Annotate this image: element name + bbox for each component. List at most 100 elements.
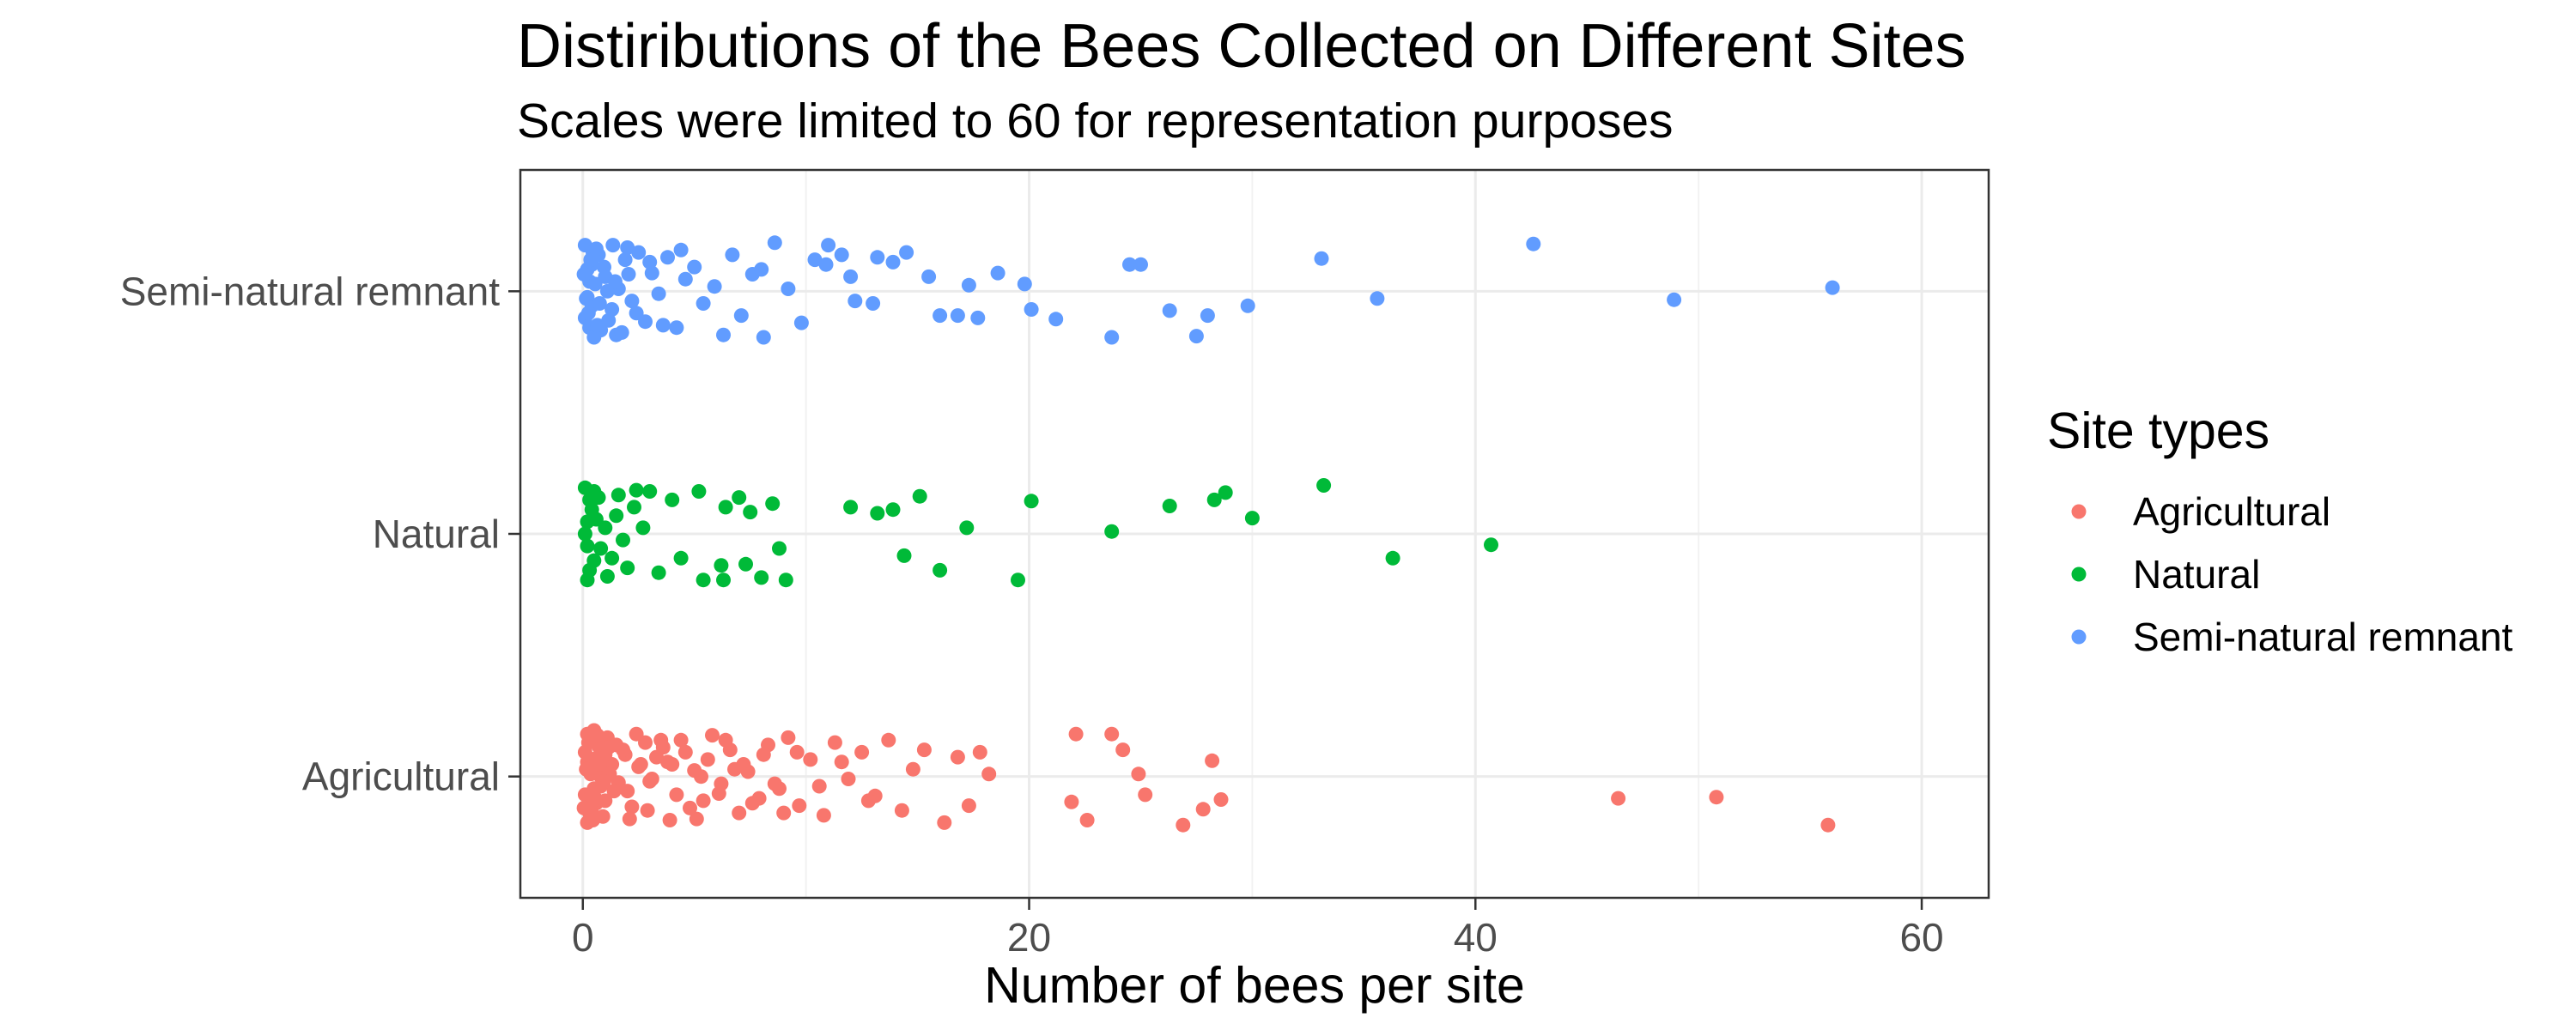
data-point xyxy=(744,796,760,811)
data-point xyxy=(885,254,901,270)
data-point xyxy=(580,514,595,530)
y-tick-label: Natural xyxy=(373,512,500,556)
data-point xyxy=(616,532,630,548)
data-point xyxy=(605,238,621,253)
data-point xyxy=(921,269,937,284)
data-point xyxy=(620,560,635,576)
y-tick-label: Semi-natural remnant xyxy=(120,269,501,313)
data-point xyxy=(673,732,689,748)
x-tick-label: 40 xyxy=(1454,915,1498,960)
data-point xyxy=(1316,478,1332,493)
data-point xyxy=(1218,485,1233,500)
data-point xyxy=(899,245,914,260)
data-point xyxy=(981,766,997,782)
data-point xyxy=(624,294,640,309)
data-point xyxy=(662,813,677,827)
data-point xyxy=(767,235,782,251)
data-point xyxy=(818,257,834,272)
data-point xyxy=(576,267,592,282)
data-point xyxy=(683,800,697,815)
data-point xyxy=(1240,298,1255,313)
data-point xyxy=(843,269,859,284)
data-point xyxy=(716,327,731,342)
legend-title: Site types xyxy=(2047,403,2269,459)
data-point xyxy=(694,769,708,785)
data-point xyxy=(1385,550,1400,566)
data-point xyxy=(1526,236,1541,251)
data-point xyxy=(620,784,635,799)
data-point xyxy=(870,250,885,265)
data-point xyxy=(592,757,607,772)
data-point xyxy=(635,520,651,536)
data-point xyxy=(772,541,787,556)
data-point xyxy=(1195,802,1211,817)
data-point xyxy=(725,247,740,263)
data-point xyxy=(689,811,704,827)
y-tick-label: Agricultural xyxy=(302,754,500,799)
data-point xyxy=(778,573,793,588)
legend-label: Semi-natural remnant xyxy=(2133,615,2513,659)
data-point xyxy=(624,799,640,815)
data-point xyxy=(789,744,805,760)
data-point xyxy=(640,803,655,818)
data-point xyxy=(677,744,693,760)
data-point xyxy=(582,492,598,507)
data-point xyxy=(614,324,629,340)
data-point xyxy=(827,735,842,750)
data-point xyxy=(642,254,658,270)
data-point xyxy=(631,245,647,260)
data-point xyxy=(834,247,849,263)
x-tick-label: 60 xyxy=(1899,915,1943,960)
data-point xyxy=(937,815,952,830)
data-point xyxy=(803,752,818,767)
data-point xyxy=(576,800,592,815)
data-point xyxy=(743,505,758,520)
legend-label: Natural xyxy=(2133,552,2260,597)
data-point xyxy=(950,749,965,765)
data-point xyxy=(756,330,771,345)
chart-title: Distiributions of the Bees Collected on … xyxy=(517,12,1966,81)
data-point xyxy=(696,793,711,809)
x-axis-title: Number of bees per site xyxy=(984,957,1525,1014)
data-point xyxy=(881,732,896,748)
data-point xyxy=(627,500,641,515)
x-tick-label: 0 xyxy=(572,915,594,960)
legend-key xyxy=(2071,566,2087,582)
data-point xyxy=(1205,753,1220,768)
data-point xyxy=(593,541,609,556)
data-point xyxy=(1206,492,1222,507)
x-axis: 0 20 40 60 xyxy=(572,898,1944,960)
data-point xyxy=(732,490,747,506)
data-point xyxy=(621,267,636,282)
data-point xyxy=(605,550,620,566)
data-point xyxy=(716,573,731,588)
data-point xyxy=(1104,330,1120,345)
data-point xyxy=(860,793,876,809)
data-point xyxy=(1667,292,1682,307)
data-point xyxy=(669,787,684,803)
data-point xyxy=(655,318,671,333)
data-point xyxy=(611,488,626,503)
data-point xyxy=(754,570,769,585)
data-point xyxy=(629,306,644,321)
data-point xyxy=(707,279,722,294)
data-point xyxy=(644,265,659,281)
data-point xyxy=(718,732,733,748)
data-point xyxy=(738,556,753,572)
data-point xyxy=(606,784,622,799)
gridlines xyxy=(520,170,1989,898)
data-point xyxy=(1611,791,1626,806)
data-point xyxy=(586,553,602,568)
data-point xyxy=(732,805,747,821)
data-point xyxy=(718,500,733,515)
data-point xyxy=(1825,280,1840,295)
data-point xyxy=(807,252,823,268)
data-point xyxy=(587,276,603,292)
data-point xyxy=(1484,537,1498,553)
data-point xyxy=(990,265,1005,281)
data-point xyxy=(605,302,620,317)
data-point xyxy=(1213,792,1229,807)
data-point xyxy=(1024,302,1039,317)
data-point xyxy=(705,728,720,743)
data-point xyxy=(665,757,680,772)
